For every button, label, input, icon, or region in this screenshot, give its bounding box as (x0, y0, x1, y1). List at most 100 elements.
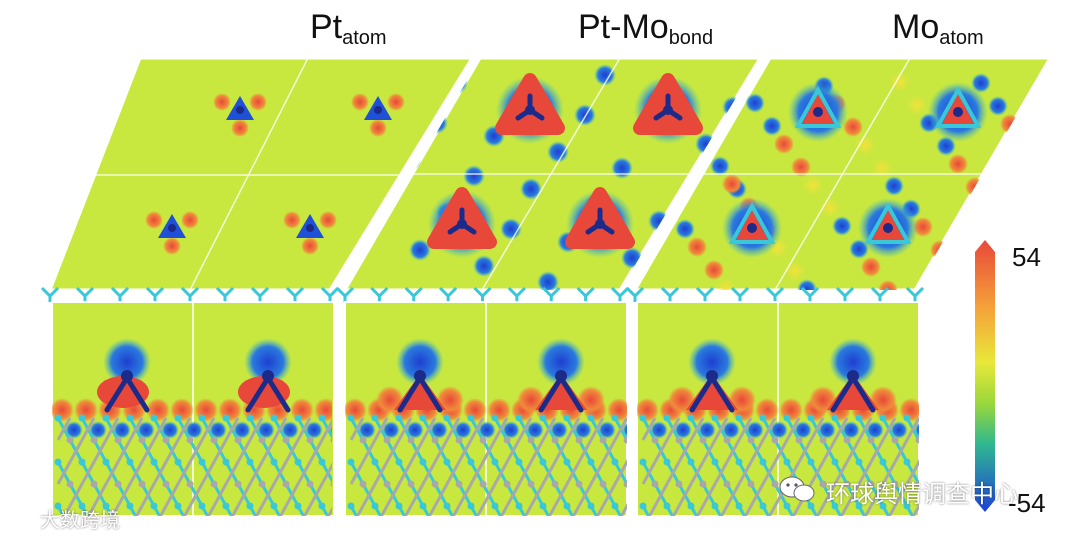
slab-atom (294, 502, 302, 510)
density-lobe (843, 117, 863, 137)
density-lobe-blue (550, 421, 568, 439)
density-lobe-blue (454, 421, 472, 439)
slab-bond (296, 417, 312, 441)
slab-atom (383, 480, 391, 488)
slab-bond (236, 483, 252, 507)
density-lobe-blue (688, 338, 736, 386)
density-lobe-blue (406, 421, 424, 439)
slab-atom (783, 458, 791, 466)
slab-bond (719, 505, 729, 516)
slab-bond (809, 461, 825, 485)
slab-bond (104, 417, 120, 441)
slab-bond (373, 461, 389, 485)
density-lobe-blue (829, 338, 877, 386)
slab-bond (833, 417, 849, 441)
slab-bond (272, 417, 288, 441)
slab-bond (260, 439, 276, 463)
pt-atom (813, 107, 823, 117)
slab-atom (723, 436, 731, 444)
slab-atom (599, 436, 607, 444)
slab-atom (270, 458, 278, 466)
slab-bond (278, 505, 288, 516)
slab-atom (639, 502, 647, 510)
slab-bond (361, 483, 377, 507)
slab-bond (869, 483, 885, 507)
slab-atom (234, 436, 242, 444)
slab-atom (479, 436, 487, 444)
slab-bond (445, 417, 461, 441)
slab-bond (481, 439, 497, 463)
density-lobe-blue (161, 421, 179, 439)
density-lobe-blue (594, 64, 616, 86)
density-lobe (913, 217, 933, 237)
slab-atom (747, 436, 755, 444)
density-lobe-blue (430, 421, 448, 439)
slab-bond (248, 505, 258, 516)
slab-atom (359, 480, 367, 488)
slab-atom (819, 436, 827, 444)
slab-bond (595, 505, 605, 516)
slab-bond (905, 417, 919, 441)
slab-atom (371, 414, 379, 422)
slab-atom (711, 502, 719, 510)
density-lobe-blue (305, 421, 323, 439)
slab-bond (445, 505, 455, 516)
slab-bond (577, 439, 593, 463)
slab-atom (54, 458, 62, 466)
pt-atom (953, 107, 963, 117)
slab-bond (857, 505, 867, 516)
slab-atom (138, 436, 146, 444)
slab-atom (623, 436, 627, 444)
slab-atom (903, 414, 911, 422)
slab-atom (174, 502, 182, 510)
slab-atom (891, 480, 899, 488)
slab-atom (395, 502, 403, 510)
density-lobe-blue (500, 218, 522, 240)
pt-mo-bond (397, 375, 443, 413)
density-lobe-blue (209, 421, 227, 439)
slab-atom (903, 502, 911, 510)
density-lobe-blue (746, 421, 764, 439)
slab-atom (222, 502, 230, 510)
density-lobe (942, 258, 962, 278)
slab-atom (395, 458, 403, 466)
density-lobe (387, 93, 405, 111)
slab-bond (517, 505, 527, 516)
slab-bond (565, 417, 581, 441)
slab-bond (665, 417, 681, 441)
slab-bond (409, 439, 425, 463)
slab-bond (403, 505, 413, 516)
slab-bond (601, 439, 617, 463)
slab-bond (200, 417, 216, 441)
slab-atom (599, 480, 607, 488)
density-lobe (745, 93, 765, 113)
slab-atom (587, 502, 595, 510)
slab-atom (330, 437, 332, 443)
slab-bond (785, 505, 795, 516)
density-lobe-red (899, 398, 919, 422)
density-lobe-blue (89, 421, 107, 439)
slab-bond (541, 417, 557, 441)
slab-bond (457, 439, 473, 463)
density-lobe (1029, 155, 1049, 175)
density-lobe-blue (598, 421, 616, 439)
surface-atom (625, 286, 645, 302)
density-lobe-red (607, 398, 627, 422)
cell-boundary (189, 58, 309, 290)
slab-bond (200, 505, 210, 516)
slab-bond (677, 483, 693, 507)
adsorption-site (788, 82, 848, 142)
slab-bond (767, 505, 777, 516)
slab-atom (318, 414, 326, 422)
slab-bond (158, 505, 168, 516)
slab-atom (879, 502, 887, 510)
slab-bond (206, 505, 216, 516)
slab-bond (689, 417, 705, 441)
adsorption-site (565, 187, 635, 258)
slab-atom (855, 414, 863, 422)
slab-bond (845, 439, 861, 463)
density-lobe (994, 218, 1014, 238)
slab-atom (807, 458, 815, 466)
slab-bond (833, 461, 849, 485)
adsorption-site (351, 93, 405, 137)
